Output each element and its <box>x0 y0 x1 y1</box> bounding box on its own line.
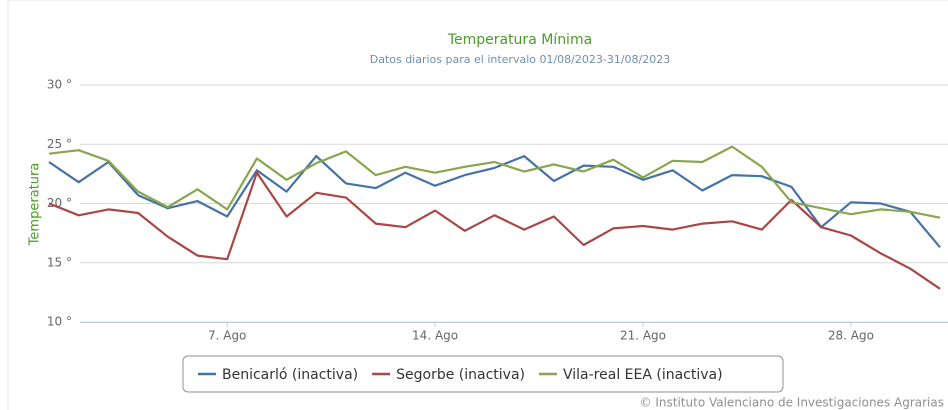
y-tick-label: 30 ° <box>47 78 72 92</box>
legend-label: Benicarló (inactiva) <box>222 367 358 383</box>
series-line <box>48 155 941 249</box>
x-tick-label: 28. Ago <box>828 329 874 343</box>
x-tick-label: 14. Ago <box>412 329 458 343</box>
y-tick-label: 10 ° <box>47 315 72 329</box>
x-tick-label: 7. Ago <box>208 329 246 343</box>
chart-subtitle: Datos diarios para el intervalo 01/08/20… <box>370 53 671 66</box>
legend-box <box>182 355 784 393</box>
y-axis-label: Temperatura <box>28 163 43 247</box>
y-tick-label: 15 ° <box>47 255 72 269</box>
chart-title: Temperatura Mínima <box>447 32 592 48</box>
y-tick-label: 20 ° <box>47 196 72 210</box>
legend-label: Segorbe (inactiva) <box>396 367 525 383</box>
credits: © Instituto Valenciano de Investigacione… <box>640 396 944 410</box>
series-line <box>48 145 941 219</box>
legend-label: Vila-real EEA (inactiva) <box>563 367 723 383</box>
y-tick-label: 25 ° <box>47 137 72 151</box>
series-line <box>48 171 941 290</box>
x-tick-label: 21. Ago <box>620 329 666 343</box>
frame <box>7 0 948 410</box>
